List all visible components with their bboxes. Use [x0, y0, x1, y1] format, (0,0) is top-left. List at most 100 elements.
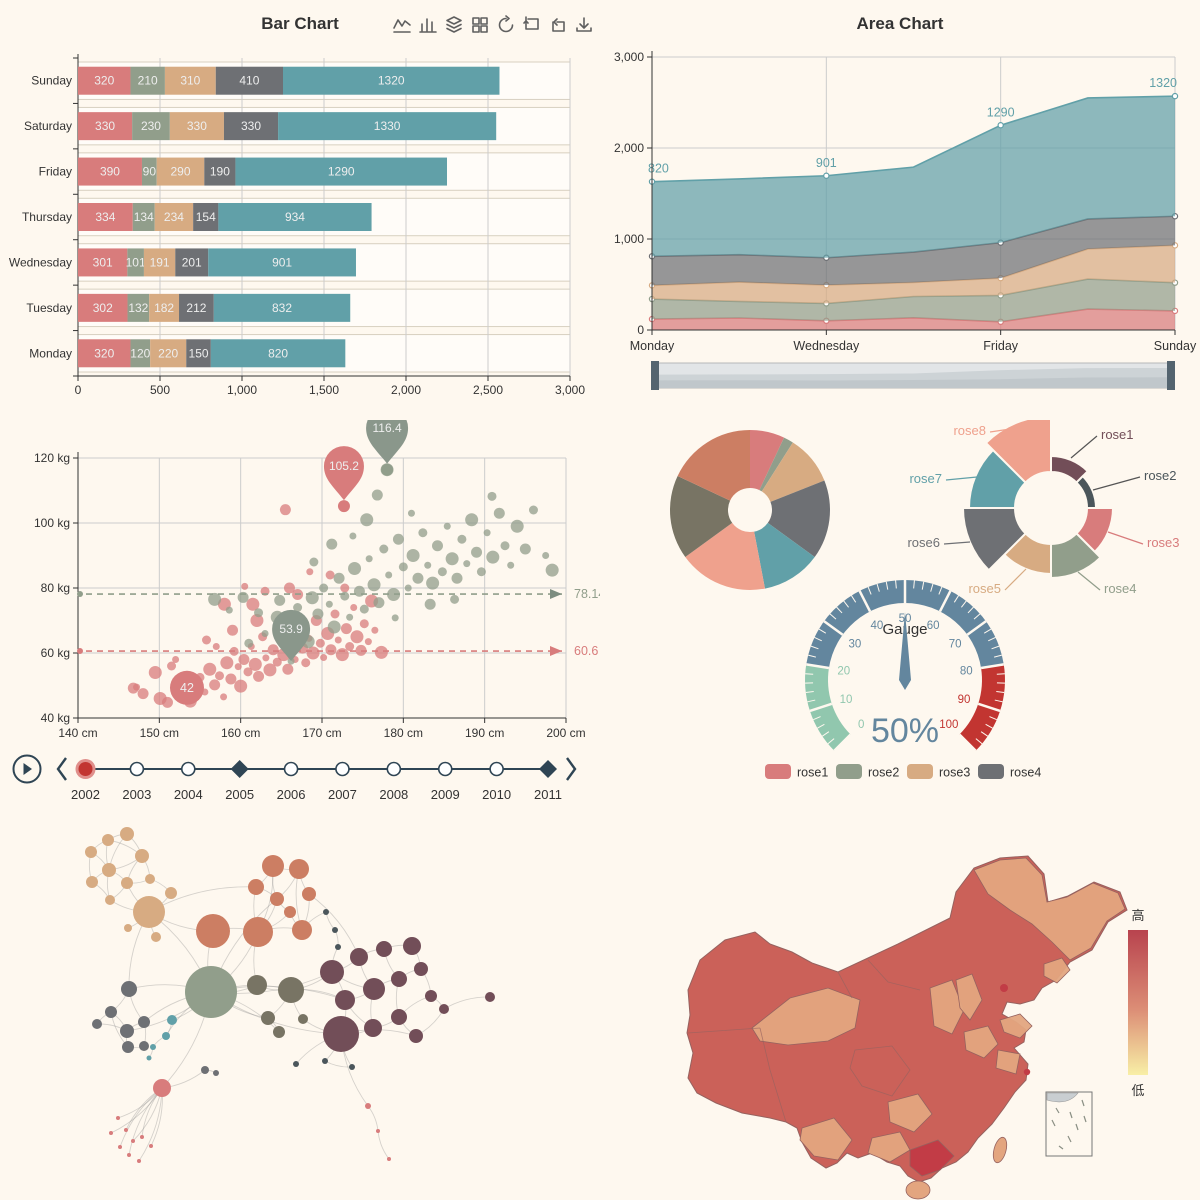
bar-segment[interactable]	[283, 66, 500, 95]
scatter-point[interactable]	[234, 679, 248, 693]
scatter-point[interactable]	[465, 513, 479, 527]
visualmap-gradient-bar[interactable]	[1128, 930, 1148, 1075]
bar-segment[interactable]	[78, 293, 128, 322]
graph-node[interactable]	[302, 887, 316, 901]
graph-node[interactable]	[293, 1061, 299, 1067]
scatter-point[interactable]	[301, 658, 311, 668]
graph-node[interactable]	[387, 1157, 391, 1161]
scatter-point[interactable]	[500, 541, 510, 551]
bar-segment[interactable]	[204, 157, 236, 186]
scatter-point[interactable]	[353, 585, 365, 597]
scatter-point[interactable]	[254, 608, 264, 618]
area-series[interactable]	[652, 245, 1175, 304]
scatter-point[interactable]	[261, 630, 269, 637]
graph-node[interactable]	[213, 1070, 219, 1076]
scatter-point[interactable]	[279, 504, 291, 516]
scatter-point[interactable]	[309, 557, 319, 567]
scatter-point[interactable]	[325, 644, 337, 656]
scatter-point[interactable]	[333, 572, 345, 584]
graph-node[interactable]	[85, 846, 97, 858]
timeline-node-diamond[interactable]	[230, 760, 249, 778]
scatter-point[interactable]	[381, 463, 394, 476]
graph-node[interactable]	[131, 1139, 135, 1143]
bar-segment[interactable]	[215, 66, 283, 95]
timeline-node[interactable]	[335, 761, 350, 777]
map-region[interactable]	[955, 973, 983, 1021]
bar-segment[interactable]	[278, 112, 497, 141]
pie-slice[interactable]	[759, 437, 793, 492]
scatter-point[interactable]	[262, 654, 270, 662]
scatter-point[interactable]	[274, 594, 286, 606]
scatter-point[interactable]	[346, 613, 354, 621]
scatter-point[interactable]	[167, 661, 177, 671]
rose-slice[interactable]	[961, 507, 1027, 572]
scatter-point[interactable]	[220, 693, 228, 701]
pie-slice[interactable]	[750, 430, 785, 491]
graph-node[interactable]	[120, 1024, 134, 1038]
line-chart-icon[interactable]	[392, 15, 412, 35]
timeline-node[interactable]	[489, 761, 504, 777]
pie-rose-gauge-charts[interactable]: rose1 rose2 rose3 rose4 rose5 rose6 rose7 rose8…	[600, 420, 1200, 820]
graph-node[interactable]	[485, 992, 495, 1002]
map-region[interactable]	[1000, 984, 1008, 992]
scatter-point[interactable]	[263, 663, 277, 677]
graph-node[interactable]	[403, 937, 421, 955]
graph-node[interactable]	[322, 1058, 328, 1064]
scatter-point[interactable]	[519, 543, 531, 555]
scatter-point[interactable]	[319, 583, 329, 593]
scatter-point[interactable]	[325, 570, 335, 580]
graph-node[interactable]	[409, 1029, 423, 1043]
scatter-point[interactable]	[203, 662, 217, 676]
timeline-node[interactable]	[283, 761, 299, 777]
bar-segment[interactable]	[169, 112, 224, 141]
scatter-point[interactable]	[337, 500, 350, 513]
scatter-point[interactable]	[385, 571, 393, 579]
scatter-point[interactable]	[471, 546, 483, 558]
graph-node[interactable]	[150, 1044, 156, 1050]
scatter-point[interactable]	[542, 552, 550, 559]
bar-segment[interactable]	[210, 339, 346, 368]
graph-node[interactable]	[124, 1128, 128, 1132]
bar-chart[interactable]: 0 500 1,000 1,500 2,000 2,500 3,000 Sunday 320 21…	[0, 0, 600, 420]
graph-node[interactable]	[121, 877, 133, 889]
legend-swatch[interactable]	[765, 764, 791, 779]
scatter-point[interactable]	[545, 563, 559, 577]
map-region[interactable]	[929, 979, 965, 1035]
scatter-point[interactable]	[248, 657, 262, 671]
scatter-point[interactable]	[243, 667, 253, 677]
legend-swatch[interactable]	[978, 764, 1004, 779]
map-region[interactable]	[1043, 957, 1071, 984]
graph-node[interactable]	[364, 1019, 382, 1037]
scatter-point[interactable]	[327, 620, 341, 634]
gauge-needle[interactable]	[899, 612, 911, 690]
bar-segment[interactable]	[175, 248, 209, 277]
scatter-point[interactable]	[510, 519, 524, 533]
graph-node[interactable]	[167, 1015, 177, 1025]
timeline-node-diamond[interactable]	[539, 760, 557, 778]
graph-node[interactable]	[262, 855, 284, 877]
graph-node[interactable]	[201, 1066, 209, 1074]
scatter-point[interactable]	[127, 682, 139, 694]
legend-swatch[interactable]	[836, 764, 862, 779]
scatter-point[interactable]	[418, 528, 428, 538]
scatter-point[interactable]	[137, 688, 149, 700]
graph-node[interactable]	[298, 1014, 308, 1024]
scatter-point[interactable]	[404, 584, 412, 592]
scatter-point[interactable]	[406, 549, 420, 562]
graph-node[interactable]	[273, 1026, 285, 1038]
graph-node[interactable]	[122, 1041, 134, 1053]
data-zoom-reset-icon[interactable]	[548, 15, 568, 35]
scatter-point[interactable]	[431, 540, 443, 552]
scatter-point[interactable]	[282, 663, 294, 675]
scatter-point[interactable]	[326, 538, 338, 550]
timeline-node-current[interactable]	[78, 762, 93, 776]
datazoom-handle-right[interactable]	[1167, 361, 1175, 390]
markpoint-min-circle[interactable]	[169, 670, 204, 705]
graph-node[interactable]	[153, 1079, 171, 1097]
data-zoom-icon[interactable]	[522, 15, 542, 35]
scatter-point[interactable]	[227, 624, 239, 636]
scatter-point[interactable]	[528, 505, 538, 515]
area-series[interactable]	[652, 309, 1175, 330]
bar-segment[interactable]	[223, 112, 279, 141]
bar-segment[interactable]	[193, 203, 219, 231]
